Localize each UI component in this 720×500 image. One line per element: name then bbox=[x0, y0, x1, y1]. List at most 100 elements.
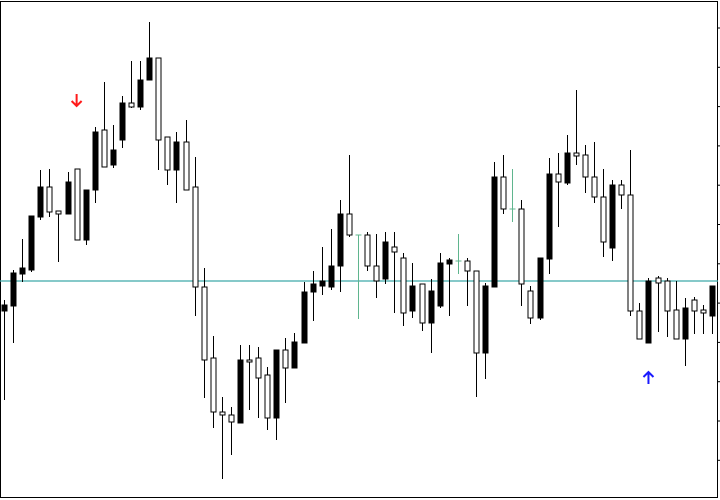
candle bbox=[627, 150, 634, 316]
candle bbox=[600, 169, 607, 257]
candle-body bbox=[282, 349, 289, 369]
candle bbox=[591, 142, 598, 203]
candle-body bbox=[546, 173, 553, 260]
candle bbox=[173, 132, 180, 203]
candle-body bbox=[364, 234, 371, 267]
candle bbox=[419, 283, 426, 331]
candle-body bbox=[700, 309, 707, 314]
candle-body bbox=[600, 196, 607, 243]
candle bbox=[228, 407, 235, 455]
candle bbox=[446, 258, 453, 316]
candle bbox=[55, 210, 62, 262]
candle-body bbox=[337, 213, 344, 267]
candles-group bbox=[1, 22, 716, 479]
candle-body bbox=[301, 291, 308, 344]
candle-body bbox=[645, 280, 652, 344]
candle bbox=[128, 61, 135, 108]
candle bbox=[137, 61, 144, 110]
candle-body bbox=[555, 173, 562, 183]
candle-body bbox=[37, 186, 44, 218]
candle bbox=[201, 268, 208, 398]
candle bbox=[473, 270, 480, 397]
candle-body bbox=[382, 241, 389, 280]
candle bbox=[428, 279, 435, 353]
candle-body bbox=[636, 310, 643, 340]
candle-body bbox=[110, 149, 117, 166]
candle-body bbox=[310, 283, 317, 293]
candle bbox=[10, 270, 17, 343]
candle bbox=[246, 345, 253, 410]
candle-body bbox=[28, 215, 35, 271]
candle bbox=[664, 278, 671, 337]
candle bbox=[1, 300, 8, 400]
candle-body bbox=[682, 307, 689, 340]
candle-body bbox=[346, 213, 353, 236]
candle-body bbox=[19, 267, 26, 275]
candle bbox=[537, 257, 544, 320]
candle-body bbox=[627, 194, 634, 312]
arrow-up-icon bbox=[642, 370, 655, 384]
candle bbox=[83, 189, 90, 245]
candle bbox=[509, 169, 516, 222]
candle bbox=[673, 281, 680, 340]
candle bbox=[46, 169, 53, 217]
candle-body bbox=[582, 154, 589, 178]
candle-body bbox=[92, 131, 99, 191]
candle bbox=[337, 200, 344, 292]
candle-body bbox=[192, 186, 199, 288]
candle bbox=[273, 349, 280, 440]
candle-body bbox=[391, 246, 398, 253]
candle bbox=[264, 367, 271, 430]
candle-body bbox=[673, 309, 680, 340]
candle bbox=[28, 215, 35, 272]
candle-body bbox=[709, 285, 716, 317]
candle-body bbox=[137, 79, 144, 108]
candle-body bbox=[500, 176, 507, 210]
candle bbox=[691, 297, 698, 334]
candle-body bbox=[146, 57, 153, 81]
candle bbox=[282, 338, 289, 403]
candle bbox=[500, 155, 507, 214]
candle-body bbox=[609, 184, 616, 249]
candle-body bbox=[183, 141, 190, 191]
candle bbox=[65, 172, 72, 215]
candle bbox=[92, 127, 99, 203]
candle bbox=[319, 247, 326, 295]
candle bbox=[328, 229, 335, 290]
candle-body bbox=[155, 57, 162, 141]
candle bbox=[455, 234, 462, 274]
candle bbox=[291, 333, 298, 369]
candle-body bbox=[219, 411, 226, 416]
candle-body bbox=[264, 374, 271, 419]
candle bbox=[400, 253, 407, 326]
candle bbox=[74, 168, 81, 241]
candle-body bbox=[464, 260, 471, 272]
arrow-up-shape bbox=[642, 370, 655, 384]
candle-body bbox=[228, 414, 235, 423]
candle-body bbox=[409, 285, 416, 312]
candle-body bbox=[537, 257, 544, 319]
candle bbox=[682, 298, 689, 366]
candle bbox=[618, 180, 625, 209]
candle bbox=[391, 232, 398, 313]
candle bbox=[645, 278, 652, 344]
candle bbox=[19, 239, 26, 282]
candle bbox=[700, 305, 707, 334]
candle-body bbox=[664, 280, 671, 312]
candle-body bbox=[46, 186, 53, 213]
candle-body bbox=[591, 176, 598, 198]
candle bbox=[37, 170, 44, 220]
candle-body bbox=[128, 102, 135, 108]
candle bbox=[119, 96, 126, 148]
candle bbox=[709, 285, 716, 334]
candle-body bbox=[210, 357, 217, 413]
candle bbox=[355, 234, 362, 319]
candle bbox=[582, 145, 589, 193]
candle-body bbox=[291, 341, 298, 369]
candle bbox=[155, 57, 162, 170]
candle-body bbox=[564, 152, 571, 184]
candle-body bbox=[473, 270, 480, 354]
candle bbox=[655, 276, 662, 332]
